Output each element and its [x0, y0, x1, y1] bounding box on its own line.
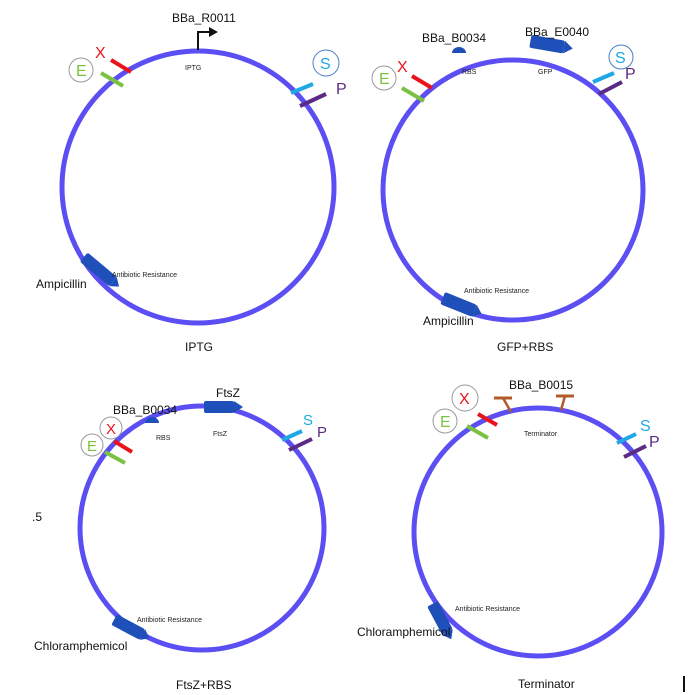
- resistance-name: Ampicillin: [423, 314, 474, 328]
- plasmid-ring: [77, 403, 327, 653]
- site-x-line: [476, 412, 499, 427]
- cds-block: [204, 401, 234, 413]
- site-x-badge: [99, 416, 123, 440]
- rbs-icon: [145, 417, 159, 423]
- site-p-line: [598, 80, 623, 96]
- edge-text: .5: [32, 510, 43, 524]
- resistance-arrow-icon: [471, 304, 482, 317]
- resistance-block: [80, 253, 116, 286]
- site-e-letter: E: [76, 63, 87, 80]
- plasmid-ring: [59, 48, 337, 326]
- part-sublabel: RBS: [156, 435, 171, 442]
- site-e-badge: [68, 57, 94, 83]
- resistance-part: [427, 601, 453, 640]
- site-x-badge: [451, 384, 479, 412]
- part-sublabel: RBS: [462, 69, 477, 76]
- site-p-line: [288, 437, 313, 452]
- part-sublabel: IPTG: [185, 65, 201, 72]
- site-e-line: [104, 450, 126, 465]
- site-e-letter: E: [440, 414, 451, 431]
- part-sublabel: GFP: [538, 69, 553, 76]
- cds-arrow-icon: [562, 40, 573, 54]
- plasmid-caption: FtsZ+RBS: [176, 678, 232, 692]
- part-label: BBa_B0015: [509, 378, 573, 392]
- resistance-label: Antibiotic Resistance: [137, 617, 202, 624]
- site-s-line: [281, 429, 303, 442]
- site-e-line: [466, 424, 489, 440]
- resistance-arrow-icon: [109, 276, 120, 287]
- plasmid-caption: Terminator: [518, 677, 575, 691]
- resistance-name: Chloramphemicol: [34, 639, 127, 653]
- part-label: BBa_B0034: [113, 403, 177, 417]
- site-s-badge: [312, 49, 340, 77]
- part-label: BBa_E0040: [525, 25, 589, 39]
- resistance-block: [440, 292, 476, 317]
- site-x-line: [410, 74, 434, 90]
- plasmid-ring: [380, 57, 646, 323]
- resistance-label: Antibiotic Resistance: [455, 606, 520, 613]
- site-s-letter: S: [640, 418, 651, 435]
- site-p-letter: P: [317, 424, 327, 441]
- site-p-letter: P: [625, 66, 636, 83]
- plasmid-caption: GFP+RBS: [497, 340, 553, 354]
- terminator-icon: [494, 396, 513, 413]
- site-s-line: [616, 432, 637, 445]
- site-s-letter: S: [615, 50, 626, 67]
- site-e-line: [99, 71, 125, 88]
- plasmid-terminator: BBa_B0015 Terminator E X S P Antibiotic …: [357, 378, 665, 691]
- site-x-letter: X: [459, 391, 470, 408]
- site-s-letter: S: [303, 412, 313, 429]
- site-e-letter: E: [87, 438, 97, 455]
- plasmid-ring: [411, 405, 665, 659]
- resistance-name: Chloramphemicol: [357, 625, 450, 639]
- site-x-line: [109, 58, 133, 74]
- resistance-part: [440, 292, 482, 317]
- part-sublabel: FtsZ: [213, 431, 228, 438]
- resistance-label: Antibiotic Resistance: [464, 288, 529, 295]
- resistance-arrow-icon: [442, 629, 453, 640]
- resistance-arrow-icon: [139, 629, 150, 640]
- site-s-line: [290, 82, 314, 95]
- site-p-letter: P: [649, 434, 660, 451]
- site-x-letter: X: [95, 45, 106, 62]
- plasmid-iptg: BBa_R0011 IPTG E X S P Antibiotic Resist…: [36, 11, 347, 354]
- resistance-part: [80, 253, 120, 287]
- site-x-letter: X: [106, 421, 116, 438]
- site-e-badge: [432, 408, 458, 434]
- plasmid-gfp-rbs: BBa_B0034 RBS BBa_E0040 GFP E X S P Anti…: [371, 25, 646, 354]
- edge-bar: [683, 676, 685, 692]
- part-label: BBa_B0034: [422, 31, 486, 45]
- plasmid-ftsz-rbs: BBa_B0034 RBS FtsZ FtsZ E X S P Antibiot…: [34, 386, 327, 692]
- cds-block: [529, 35, 565, 54]
- cds-arrow-icon: [234, 401, 243, 413]
- cds-part: [529, 35, 573, 54]
- terminator-icon: [556, 394, 574, 411]
- site-e-letter: E: [379, 71, 390, 88]
- cds-part: [204, 401, 243, 413]
- site-p-line: [623, 444, 647, 459]
- promoter-arrow-icon: [197, 31, 210, 50]
- site-e-line: [400, 86, 426, 103]
- part-label: BBa_R0011: [172, 11, 236, 25]
- resistance-part: [111, 614, 150, 640]
- arrow-head-icon: [209, 27, 218, 37]
- part-sublabel: Terminator: [524, 431, 558, 438]
- resistance-block: [111, 614, 145, 640]
- resistance-label: Antibiotic Resistance: [112, 272, 177, 279]
- part-label: FtsZ: [216, 386, 240, 400]
- site-s-badge: [608, 44, 634, 70]
- site-x-letter: X: [397, 59, 408, 76]
- site-s-letter: S: [320, 56, 331, 73]
- site-p-letter: P: [336, 81, 347, 98]
- plasmid-caption: IPTG: [185, 340, 213, 354]
- site-e-badge: [371, 65, 397, 91]
- resistance-name: Ampicillin: [36, 277, 87, 291]
- site-e-badge: [80, 433, 104, 457]
- resistance-block: [427, 601, 453, 635]
- site-s-line: [592, 71, 615, 84]
- site-p-line: [299, 92, 327, 108]
- site-x-line: [112, 439, 134, 454]
- rbs-icon: [452, 47, 466, 53]
